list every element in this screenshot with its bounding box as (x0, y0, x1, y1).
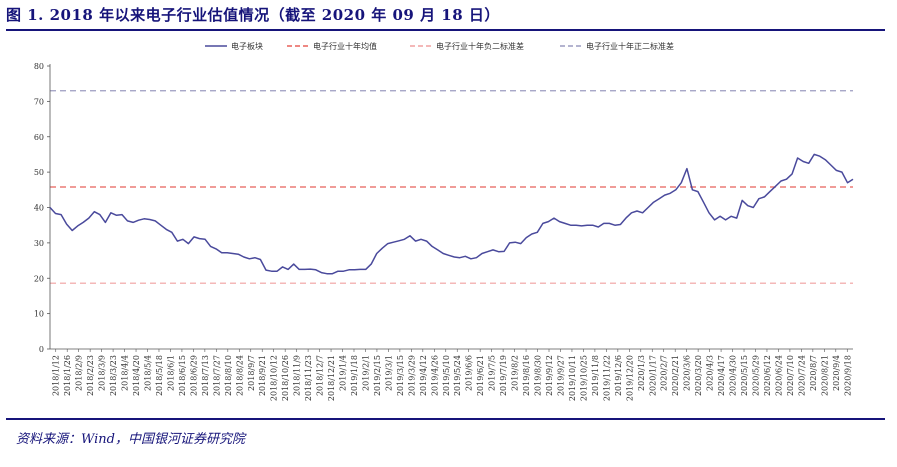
x-axis: 2018/1/12 2018/1/26 2018/2/9 2018/2/23 2018/… (50, 348, 853, 401)
x-tick-label: 2018/10/12 (270, 355, 279, 401)
series-line-main (49, 153, 854, 275)
x-tick-label: 2018/3/9 (98, 355, 107, 391)
x-tick-label: 2018/12/21 (327, 355, 336, 401)
x-tick-label: 2020/6/12 (763, 355, 772, 396)
legend-label: 电子板块 (231, 41, 263, 51)
y-tick-label: 50 (34, 168, 44, 177)
x-tick-label: 2020/3/6 (683, 355, 692, 391)
x-tick-label: 2020/7/24 (797, 355, 806, 396)
x-tick-label: 2020/4/30 (729, 355, 738, 396)
y-tick-label: 40 (34, 204, 44, 213)
x-tick-label: 2019/11/22 (602, 355, 611, 401)
x-tick-label: 2020/4/17 (717, 355, 726, 396)
x-tick-label: 2018/8/24 (235, 355, 244, 396)
x-tick-label: 2018/1/26 (63, 355, 72, 396)
x-tick-label: 2020/1/17 (648, 355, 657, 396)
x-tick-label: 2018/2/9 (75, 355, 84, 391)
legend-label: 电子行业十年负二标准差 (436, 41, 524, 51)
x-tick-label: 2019/4/26 (430, 355, 439, 396)
y-tick-label: 60 (34, 133, 44, 142)
y-tick-label: 80 (34, 62, 44, 71)
x-tick-label: 2020/6/24 (774, 355, 783, 396)
source-note: 资料来源：Wind，中国银河证券研究院 (16, 432, 245, 447)
x-tick-label: 2019/10/11 (568, 355, 577, 401)
pe-chart: 电子板块 电子行业十年均值 电子行业十年负二标准差 电子行业十年正二标准差 0 10 20… (34, 41, 854, 401)
x-tick-label: 2020/9/4 (832, 355, 841, 391)
x-tick-label: 2018/5/18 (155, 355, 164, 396)
x-tick-label: 2019/9/12 (545, 355, 554, 396)
x-tick-label: 2019/7/19 (499, 355, 508, 396)
x-tick-label: 2019/8/16 (522, 355, 531, 396)
x-tick-label: 2018/5/4 (144, 355, 153, 391)
title-rule (6, 29, 885, 31)
x-tick-label: 2019/2/15 (373, 355, 382, 396)
x-tick-label: 2019/6/21 (476, 355, 485, 396)
x-tick-label: 2019/2/1 (361, 355, 370, 391)
chart-legend: 电子板块 电子行业十年均值 电子行业十年负二标准差 电子行业十年正二标准差 (205, 41, 674, 51)
x-tick-label: 2018/11/23 (304, 355, 313, 401)
x-tick-label: 2018/11/9 (293, 355, 302, 396)
y-axis: 0 10 20 30 40 50 60 70 80 (34, 62, 51, 354)
y-tick-label: 30 (34, 239, 44, 248)
x-tick-label: 2019/12/6 (614, 355, 623, 396)
x-tick-label: 2019/4/12 (419, 355, 428, 396)
legend-label: 电子行业十年均值 (313, 41, 377, 51)
x-tick-label: 2020/2/21 (671, 355, 680, 396)
x-tick-label: 2020/9/18 (843, 355, 852, 396)
x-tick-label: 2020/5/15 (740, 355, 749, 396)
x-tick-label: 2018/9/7 (247, 355, 256, 391)
x-tick-label: 2019/6/6 (465, 355, 474, 391)
x-tick-label: 2020/3/20 (694, 355, 703, 396)
series-layer (49, 153, 854, 275)
x-tick-label: 2020/8/21 (820, 355, 829, 396)
x-tick-label: 2019/3/15 (396, 355, 405, 396)
x-tick-label: 2019/8/2 (511, 355, 520, 391)
source-rule (6, 418, 885, 420)
x-tick-label: 2018/3/23 (109, 355, 118, 396)
legend-label: 电子行业十年正二标准差 (586, 41, 674, 51)
x-tick-label: 2020/5/29 (751, 355, 760, 396)
x-tick-label: 2019/5/10 (442, 355, 451, 396)
x-tick-label: 2019/8/30 (534, 355, 543, 396)
x-tick-label: 2019/3/29 (407, 355, 416, 396)
x-tick-label: 2019/11/8 (591, 355, 600, 396)
x-tick-label: 2020/8/7 (809, 355, 818, 391)
x-tick-label: 2018/6/29 (189, 355, 198, 396)
x-tick-label: 2018/9/21 (258, 355, 267, 396)
x-tick-label: 2019/10/25 (579, 355, 588, 401)
x-tick-label: 2019/7/5 (488, 355, 497, 391)
x-tick-label: 2019/5/24 (453, 355, 462, 396)
x-tick-label: 2020/4/3 (706, 355, 715, 391)
x-tick-label: 2018/2/23 (86, 355, 95, 396)
x-tick-label: 2019/12/20 (625, 355, 634, 401)
y-tick-label: 10 (34, 310, 44, 319)
y-tick-label: 70 (34, 97, 44, 106)
x-tick-label: 2019/3/1 (384, 355, 393, 391)
x-tick-label: 2020/2/7 (660, 355, 669, 391)
x-tick-label: 2018/7/27 (212, 355, 221, 396)
x-tick-label: 2018/7/13 (201, 355, 210, 396)
x-tick-label: 2020/7/10 (786, 355, 795, 396)
y-tick-label: 0 (39, 345, 44, 354)
x-tick-label: 2019/1/4 (339, 355, 348, 391)
x-tick-label: 2018/6/1 (166, 355, 175, 391)
x-tick-label: 2018/10/26 (281, 355, 290, 401)
figure-title: 图 1. 2018 年以来电子行业估值情况（截至 2020 年 09 月 18 … (6, 6, 500, 24)
reference-lines (50, 90, 853, 284)
x-tick-label: 2020/1/3 (637, 355, 646, 391)
x-tick-label: 2018/1/12 (52, 355, 61, 396)
x-tick-label: 2019/9/27 (556, 355, 565, 396)
x-tick-label: 2018/8/10 (224, 355, 233, 396)
x-tick-label: 2018/12/7 (316, 355, 325, 396)
y-tick-label: 20 (34, 274, 44, 283)
x-tick-label: 2019/1/18 (350, 355, 359, 396)
x-tick-label: 2018/4/4 (121, 355, 130, 391)
x-tick-label: 2018/4/20 (132, 355, 141, 396)
x-tick-label: 2018/6/15 (178, 355, 187, 396)
